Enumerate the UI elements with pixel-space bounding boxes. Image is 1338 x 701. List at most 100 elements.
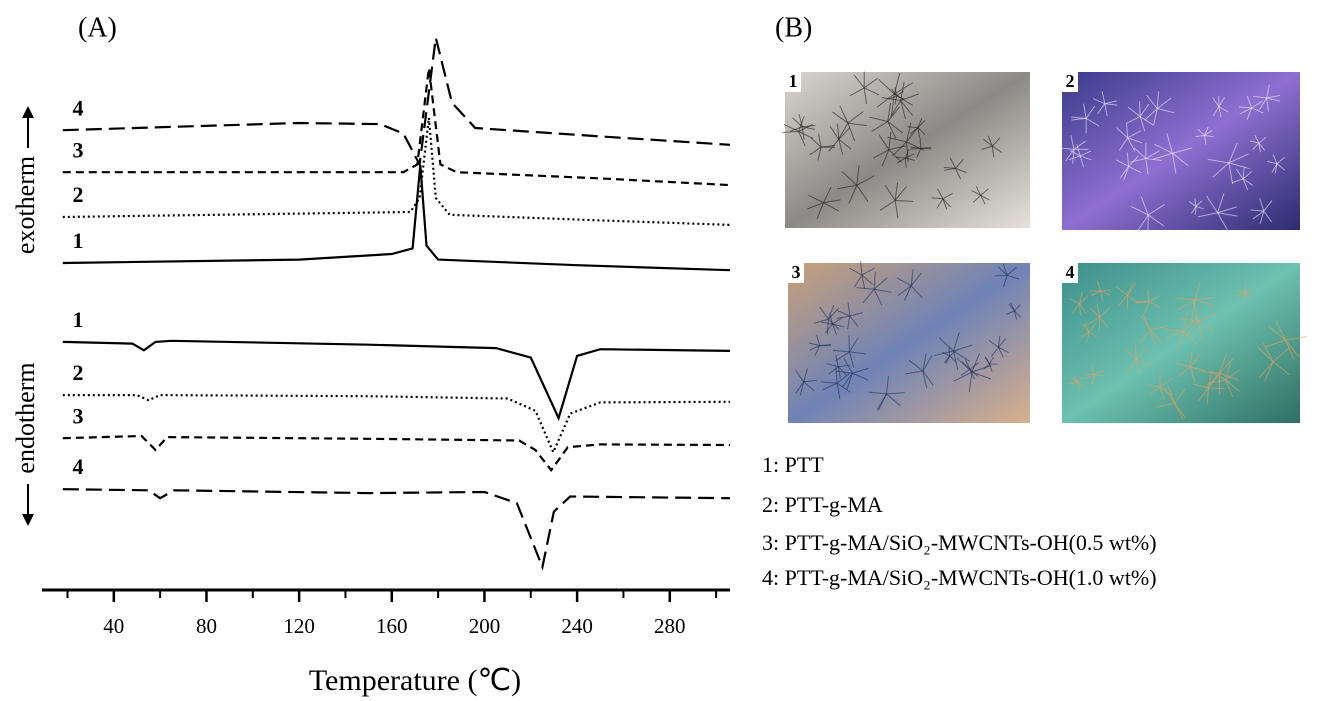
crystal-texture [1090, 290, 1101, 297]
crystal-texture [836, 383, 841, 400]
crystal-texture [964, 359, 971, 370]
crystal-texture [1195, 299, 1215, 307]
crystal-texture [1069, 149, 1081, 157]
crystal-texture [992, 145, 1002, 153]
crystal-texture [910, 269, 914, 286]
crystal-texture [1252, 210, 1265, 220]
crystal-texture [1189, 354, 1201, 368]
crystal-texture [862, 288, 875, 304]
crystal-texture [1090, 374, 1095, 385]
crystal-texture [973, 194, 981, 203]
legend-entry: 4: PTT-g-MA/SiO₂-MWCNTs-OH(1.0 wt%) [762, 565, 1157, 590]
crystal-texture [895, 156, 906, 159]
crystal-texture [1126, 122, 1129, 138]
crystal-texture [839, 105, 849, 124]
crystal-texture [1175, 297, 1196, 301]
crystal-texture [1088, 331, 1098, 338]
crystal-texture [1006, 266, 1017, 276]
curve-label: 2 [73, 182, 84, 207]
crystal-texture [852, 367, 869, 374]
crystal-texture [823, 186, 832, 203]
crystal-texture [1268, 326, 1286, 341]
crystal-texture [1127, 130, 1142, 139]
crystal-texture [1258, 361, 1274, 379]
crystal-texture [1087, 331, 1090, 342]
crystal-texture [922, 370, 934, 386]
crystal-texture [1218, 106, 1222, 118]
crystal-texture [1094, 369, 1104, 376]
crystal-texture [908, 359, 924, 372]
crystal-texture [1116, 159, 1129, 167]
crystal-texture [837, 366, 841, 379]
micrograph-number: 1 [789, 71, 798, 91]
crystal-texture [868, 391, 887, 395]
curve-label: 1 [73, 307, 84, 332]
crystal-texture [1104, 100, 1118, 105]
crystal-texture [1153, 143, 1173, 154]
crystal-texture [1258, 136, 1267, 144]
crystal-texture [961, 361, 971, 370]
crystal-texture [1251, 100, 1263, 109]
crystal-texture [1117, 294, 1128, 307]
crystal-texture [853, 274, 863, 288]
crystal-texture [798, 114, 803, 127]
crystal-texture [1100, 289, 1111, 292]
crystal-texture [1071, 303, 1081, 314]
crystal-texture [919, 137, 922, 149]
crystal-texture [917, 127, 926, 136]
crystal-texture [954, 168, 961, 180]
crystal-texture [1217, 212, 1238, 217]
crystal-texture [1147, 204, 1165, 216]
crystal-texture [782, 130, 799, 133]
micrograph [1062, 263, 1300, 423]
crystal-texture [1084, 374, 1095, 379]
crystal-texture [942, 192, 953, 200]
x-tick-label: 40 [103, 614, 124, 638]
crystal-texture [987, 135, 993, 147]
crystal-texture [1079, 150, 1092, 157]
crystal-texture [803, 368, 808, 383]
crystal-texture [1099, 316, 1109, 329]
crystal-texture [886, 392, 905, 395]
crystal-texture [856, 175, 875, 186]
crystal-texture [937, 188, 944, 200]
crystal-texture [826, 363, 839, 368]
crystal-texture [1228, 153, 1249, 164]
crystal-texture [1208, 371, 1212, 389]
dsc-plot: 40 80 120 160 200 240 280 Temperature (℃) exothe… [11, 37, 731, 697]
crystal-texture [1225, 368, 1241, 381]
crystal-texture [856, 184, 869, 202]
legend-entry: 1: PTT [762, 452, 824, 477]
crystal-texture [1252, 142, 1260, 151]
crystal-texture [798, 131, 806, 147]
crystal-texture [873, 289, 883, 306]
crystal-texture [1272, 361, 1291, 376]
crystal-texture [1118, 137, 1129, 151]
crystal-texture [944, 355, 951, 364]
crystal-texture [835, 367, 838, 384]
crystal-texture [1096, 303, 1101, 318]
crystal-texture [997, 335, 1001, 348]
crystal-texture [988, 340, 999, 348]
crystal-texture [903, 285, 912, 301]
crystal-texture [807, 194, 824, 204]
crystal-texture [1014, 304, 1021, 312]
curve-label: 4 [73, 454, 84, 479]
crystal-texture [1079, 303, 1082, 316]
crystal-texture [848, 185, 858, 204]
crystal-texture [828, 366, 839, 375]
crystal-texture [838, 138, 852, 150]
crystal-texture [971, 365, 992, 373]
crystal-texture [1139, 116, 1146, 132]
crystal-texture [1262, 342, 1274, 362]
crystal-texture [887, 102, 892, 122]
crystal-texture [997, 338, 1007, 348]
crystal-texture [863, 87, 880, 96]
crystal-texture [1080, 155, 1092, 161]
crystal-texture [852, 372, 869, 381]
micrograph-number-bg [1062, 263, 1078, 283]
crystal-texture [968, 371, 973, 393]
crystal-texture [1156, 91, 1160, 109]
crystal-texture [1076, 376, 1084, 384]
legend-entry: 3: PTT-g-MA/SiO₂-MWCNTs-OH(0.5 wt%) [762, 530, 1157, 555]
